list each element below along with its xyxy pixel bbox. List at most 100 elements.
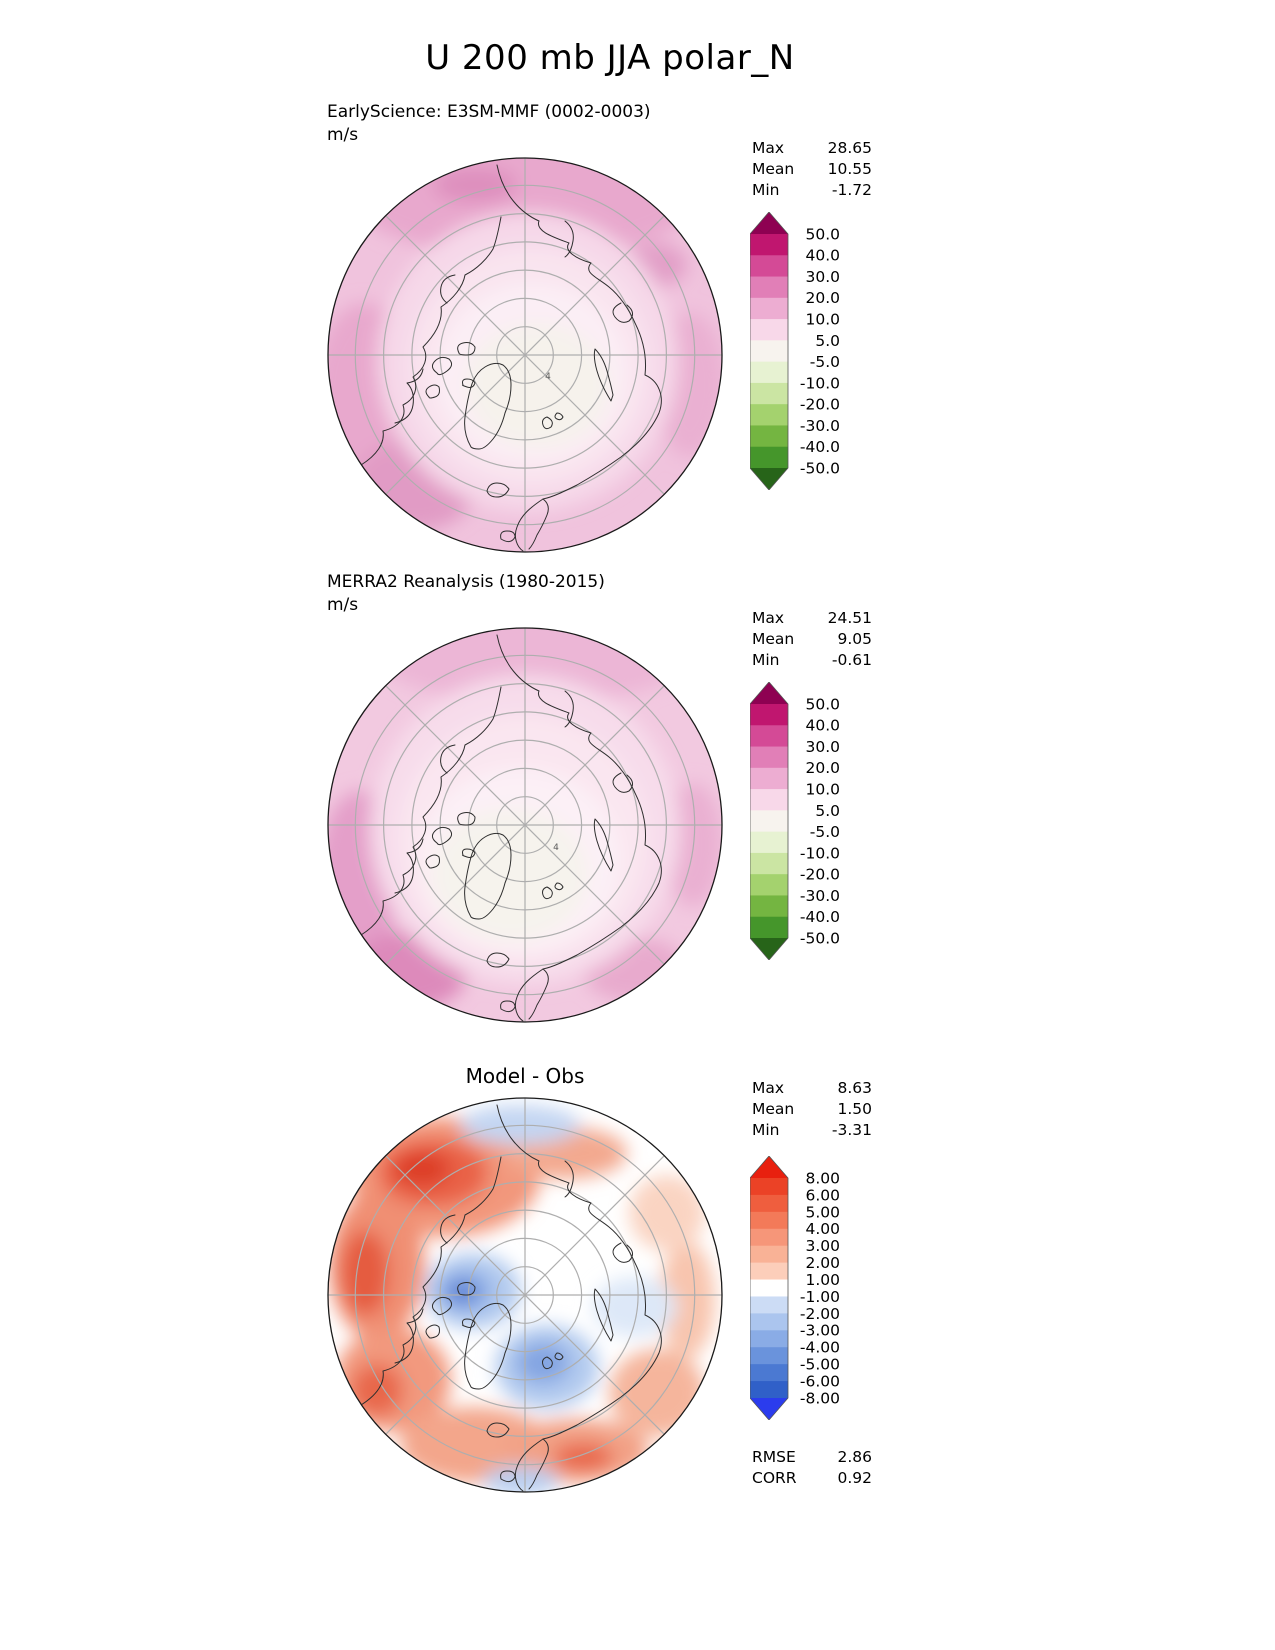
colorbar-segment [750, 767, 788, 790]
map-boundary [327, 627, 723, 1023]
map-model: 4 [327, 157, 723, 553]
colorbar-segment [750, 446, 788, 469]
colorbar-segment [750, 425, 788, 448]
colorbar-segment [750, 852, 788, 875]
panel1-header: EarlyScience: E3SM-MMF (0002-0003) m/s [327, 101, 651, 147]
colorbar-segment [750, 1211, 788, 1230]
colorbar-tick-label: 30.0 [805, 268, 840, 286]
colorbar-segment [750, 404, 788, 427]
map-obs-field-blobs [328, 628, 722, 1010]
stat-label: Mean [752, 1100, 795, 1118]
stat-row-max: Max 8.63 [752, 1078, 872, 1099]
metric-value: 0.92 [837, 1469, 872, 1487]
stat-label: Min [752, 181, 780, 199]
colorbar-tick-label: 50.0 [805, 225, 840, 243]
colorbar-segment [750, 874, 788, 897]
colorbar-segment [750, 789, 788, 811]
colorbar-outline [749, 211, 789, 491]
colorbar-tick-label: -4.00 [800, 1339, 840, 1357]
stat-label: Max [752, 139, 785, 157]
map-boundary [327, 1097, 723, 1493]
colorbar-tick-label: 5.0 [815, 802, 840, 820]
colorbar-tick-label: -50.0 [800, 459, 840, 477]
colorbar-tick-label: -1.00 [800, 1288, 840, 1306]
panel2-colorbar: 50.0 40.0 30.0 20.0 10.0 5.0 -5.0 -10.0 -20.0 -30… [749, 681, 900, 964]
colorbar-tick-label: 40.0 [805, 717, 840, 735]
colorbar-segment [750, 704, 788, 726]
colorbar-segment [750, 831, 788, 854]
colorbar-segment [750, 1245, 788, 1264]
panel2-units: m/s [327, 595, 359, 615]
stat-row-max: Max 28.65 [752, 138, 872, 159]
colorbar-tick-label: 4.00 [805, 1220, 840, 1238]
colorbar-arrow-top [750, 1156, 788, 1178]
colorbar-tick-label: 1.00 [805, 1271, 840, 1289]
colorbar-segment [750, 276, 788, 299]
colorbar-segment [750, 725, 788, 748]
stat-value: 28.65 [827, 139, 872, 157]
colorbar-graphic: 50.0 40.0 30.0 20.0 10.0 5.0 -5.0 -10.0 -20.0 -30… [749, 681, 840, 961]
colorbar-segment [750, 1330, 788, 1348]
colorbar-tick-label: 8.00 [805, 1169, 840, 1187]
colorbar-segment [750, 1347, 788, 1365]
colorbar-tick-label: 40.0 [805, 247, 840, 265]
colorbar-graphic: 8.006.005.004.003.002.001.00-1.00-2.00-3… [749, 1155, 840, 1421]
panel3-colorbar: 8.00 6.00 5.00 4.00 3.00 2.00 1.00 -1.00 -2.00 -3… [749, 1155, 900, 1424]
colorbar-tick-label: 2.00 [805, 1254, 840, 1272]
stat-label: Max [752, 609, 785, 627]
colorbar-tick-label: -2.00 [800, 1305, 840, 1323]
colorbar-segment [750, 1228, 788, 1247]
stat-value: 9.05 [837, 630, 872, 648]
colorbar-tick-label: -5.0 [810, 823, 840, 841]
colorbar-tick-label: -5.00 [800, 1356, 840, 1374]
colorbar-segment [750, 916, 788, 939]
panel2-header: MERRA2 Reanalysis (1980-2015) m/s [327, 571, 605, 617]
panel1-title: EarlyScience: E3SM-MMF (0002-0003) [327, 102, 651, 122]
panel3-stats: Max 8.63 Mean 1.50 Min -3.31 [752, 1078, 872, 1141]
colorbar-segment [750, 1364, 788, 1382]
metric-row-rmse: RMSE 2.86 [752, 1447, 872, 1468]
stat-row-mean: Mean 1.50 [752, 1099, 872, 1120]
colorbar-tick-label: -30.0 [800, 417, 840, 435]
stat-row-min: Min -0.61 [752, 650, 872, 671]
colorbar-segment [750, 255, 788, 278]
stat-row-min: Min -1.72 [752, 180, 872, 201]
map-obs: 4 [327, 627, 723, 1023]
colorbar-tick-label: 30.0 [805, 738, 840, 756]
stat-value: -3.31 [831, 1121, 872, 1139]
stat-label: Max [752, 1079, 785, 1097]
metric-label: RMSE [752, 1448, 796, 1466]
stat-value: 10.55 [827, 160, 872, 178]
colorbar-outline [749, 681, 789, 961]
stat-label: Min [752, 651, 780, 669]
colorbar-segment [750, 1178, 788, 1196]
colorbar-segment [750, 1381, 788, 1399]
colorbar-arrow-bottom [750, 468, 788, 490]
colorbar-segment [750, 1194, 788, 1213]
colorbar-tick-label: 3.00 [805, 1237, 840, 1255]
graticule [328, 1098, 722, 1492]
colorbar-segment [750, 1313, 788, 1331]
stat-value: 1.50 [837, 1100, 872, 1118]
colorbar-segment [750, 382, 788, 405]
colorbar-tick-label: 50.0 [805, 695, 840, 713]
metric-row-corr: CORR 0.92 [752, 1468, 872, 1489]
colorbar-arrow-bottom [750, 938, 788, 960]
contour-inline-label: 4 [545, 372, 551, 382]
colorbar-segment [750, 1262, 788, 1281]
stat-row-max: Max 24.51 [752, 608, 872, 629]
colorbar-tick-label: -40.0 [800, 908, 840, 926]
colorbar-tick-label: -10.0 [800, 844, 840, 862]
panel1-colorbar: 50.0 40.0 30.0 20.0 10.0 5.0 -5.0 -10.0 -20.0 -30… [749, 211, 900, 494]
colorbar-tick-label: -8.00 [800, 1389, 840, 1407]
colorbar-tick-label: 5.0 [815, 332, 840, 350]
metric-value: 2.86 [837, 1448, 872, 1466]
metric-label: CORR [752, 1469, 797, 1487]
colorbar-tick-label: -5.0 [810, 353, 840, 371]
stat-value: 24.51 [827, 609, 872, 627]
colorbar-tick-label: -6.00 [800, 1373, 840, 1391]
colorbar-arrow-bottom [750, 1398, 788, 1420]
colorbar-tick-label: -40.0 [800, 438, 840, 456]
colorbar-graphic: 50.0 40.0 30.0 20.0 10.0 5.0 -5.0 -10.0 -20.0 -30… [749, 211, 840, 491]
